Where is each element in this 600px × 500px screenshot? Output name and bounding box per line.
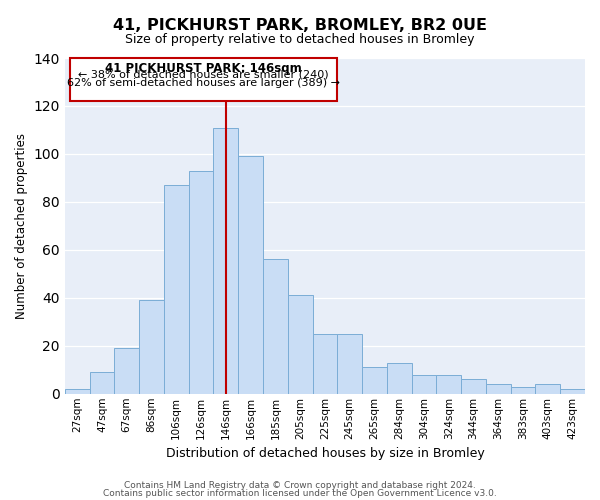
Bar [387, 362, 412, 394]
Bar [337, 334, 362, 394]
FancyBboxPatch shape [70, 58, 337, 101]
Bar [313, 334, 337, 394]
Bar [89, 372, 115, 394]
Text: 41 PICKHURST PARK: 146sqm: 41 PICKHURST PARK: 146sqm [105, 62, 302, 74]
Text: 41, PICKHURST PARK, BROMLEY, BR2 0UE: 41, PICKHURST PARK, BROMLEY, BR2 0UE [113, 18, 487, 32]
Bar [164, 185, 188, 394]
Bar [263, 260, 288, 394]
Bar [238, 156, 263, 394]
X-axis label: Distribution of detached houses by size in Bromley: Distribution of detached houses by size … [166, 447, 484, 460]
Text: Size of property relative to detached houses in Bromley: Size of property relative to detached ho… [125, 32, 475, 46]
Bar [436, 374, 461, 394]
Bar [115, 348, 139, 394]
Text: ← 38% of detached houses are smaller (240): ← 38% of detached houses are smaller (24… [78, 70, 329, 80]
Bar [214, 128, 238, 394]
Bar [362, 368, 387, 394]
Bar [560, 389, 585, 394]
Bar [511, 386, 535, 394]
Bar [461, 380, 486, 394]
Text: Contains public sector information licensed under the Open Government Licence v3: Contains public sector information licen… [103, 490, 497, 498]
Y-axis label: Number of detached properties: Number of detached properties [15, 133, 28, 319]
Bar [65, 389, 89, 394]
Bar [139, 300, 164, 394]
Text: Contains HM Land Registry data © Crown copyright and database right 2024.: Contains HM Land Registry data © Crown c… [124, 480, 476, 490]
Bar [535, 384, 560, 394]
Bar [288, 296, 313, 394]
Bar [486, 384, 511, 394]
Bar [188, 170, 214, 394]
Bar [412, 374, 436, 394]
Text: 62% of semi-detached houses are larger (389) →: 62% of semi-detached houses are larger (… [67, 78, 340, 88]
